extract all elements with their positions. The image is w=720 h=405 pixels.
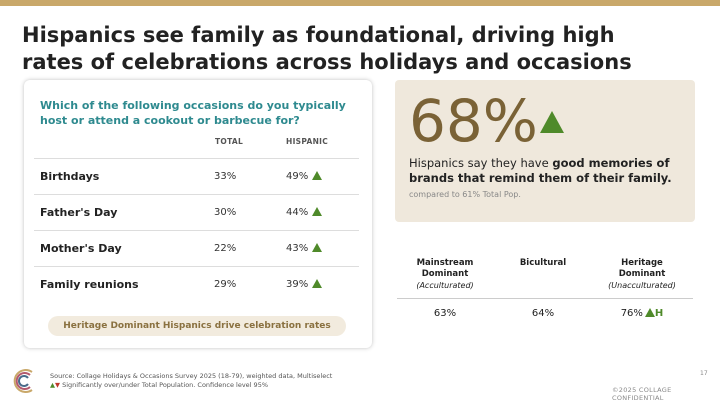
row-label: Family reunions	[40, 278, 139, 291]
column-header-hispanic: HISPANIC	[286, 137, 329, 146]
table-row: Father's Day 30% 44%	[34, 194, 359, 231]
table-row: Birthdays 33% 49%	[34, 158, 359, 195]
row-hispanic: 43%	[286, 243, 323, 254]
row-label: Father's Day	[40, 206, 118, 219]
occasions-table-card: Which of the following occasions do you …	[24, 80, 372, 348]
up-arrow-icon	[312, 243, 323, 252]
top-accent-bar	[0, 0, 720, 6]
segment-header-heritage: Heritage Dominant (Unacculturated)	[608, 258, 676, 290]
row-label: Birthdays	[40, 170, 100, 183]
row-total: 29%	[214, 279, 237, 290]
table-row: Mother's Day 22% 43%	[34, 230, 359, 267]
callout-pill: Heritage Dominant Hispanics drive celebr…	[48, 316, 346, 336]
slide-title: Hispanics see family as foundational, dr…	[22, 23, 632, 74]
up-arrow-icon	[312, 207, 323, 216]
column-header-total: TOTAL	[215, 137, 244, 146]
row-hispanic: 44%	[286, 207, 323, 218]
table-row: Family reunions 29% 39%	[34, 266, 359, 303]
up-arrow-icon	[539, 111, 564, 133]
survey-question: Which of the following occasions do you …	[40, 99, 346, 127]
up-arrow-icon	[312, 279, 323, 288]
segment-header-mainstream: Mainstream Dominant (Acculturated)	[416, 258, 474, 290]
big-stat: 68%	[409, 86, 564, 156]
row-label: Mother's Day	[40, 242, 122, 255]
row-total: 33%	[214, 171, 237, 182]
row-total: 30%	[214, 207, 237, 218]
stat-callout-box: 68% Hispanics say they have good memorie…	[395, 80, 695, 222]
up-arrow-icon	[312, 171, 323, 180]
segment-value-mainstream: 63%	[433, 308, 457, 319]
row-hispanic: 39%	[286, 279, 323, 290]
down-triangle-icon: ▼	[55, 381, 60, 389]
collage-logo-icon	[13, 369, 33, 393]
stat-description: Hispanics say they have good memories of…	[409, 156, 672, 185]
segment-header-bicultural: Bicultural	[519, 258, 567, 268]
up-triangle-icon: ▲	[50, 381, 55, 389]
stat-comparison: compared to 61% Total Pop.	[409, 190, 521, 199]
row-hispanic: 49%	[286, 171, 323, 182]
up-arrow-icon	[644, 308, 655, 317]
segment-value-bicultural: 64%	[531, 308, 555, 319]
confidential-notice: ©2025 COLLAGE CONFIDENTIAL	[612, 386, 672, 402]
footer-source: Source: Collage Holidays & Occasions Sur…	[50, 372, 333, 389]
row-total: 22%	[214, 243, 237, 254]
page-number: 17	[700, 370, 708, 377]
segment-value-heritage: 76% H	[620, 308, 664, 319]
segment-divider	[397, 298, 693, 299]
